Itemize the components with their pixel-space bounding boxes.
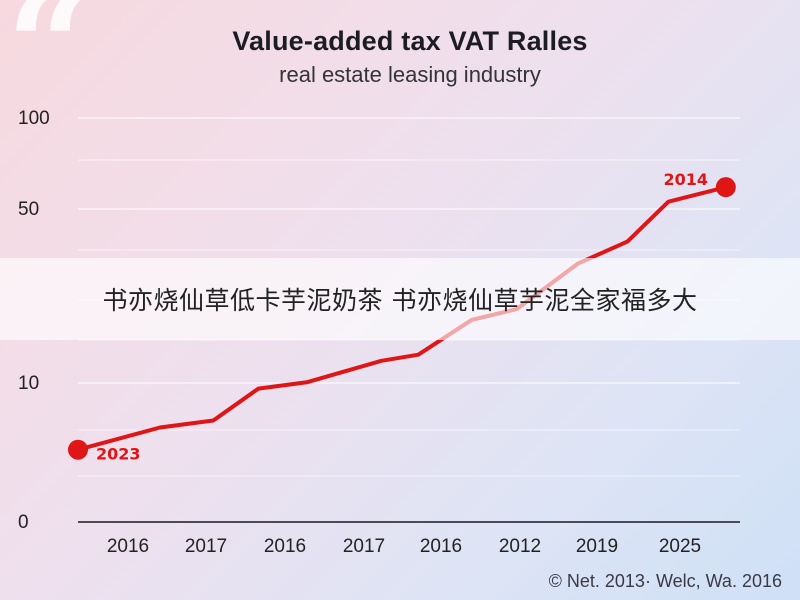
x-axis: 2016 2017 2016 2017 2016 2012 2019 2025	[107, 536, 701, 557]
x-tick-label: 2016	[107, 536, 149, 557]
x-tick-label: 2017	[343, 536, 385, 557]
data-label: 2014	[664, 170, 709, 189]
y-axis: 0 10 50 100	[18, 108, 50, 533]
series-line	[76, 185, 728, 452]
data-labels: 2023 2014	[96, 170, 708, 464]
data-point	[68, 439, 88, 460]
y-tick-label: 0	[18, 512, 29, 533]
chart-title: Value-added tax VAT Ralles	[232, 26, 588, 56]
x-tick-label: 2016	[420, 536, 462, 557]
x-tick-label: 2019	[576, 536, 618, 557]
banner-text: 书亦烧仙草低卡芋泥奶茶 书亦烧仙草芋泥全家福多大	[102, 286, 698, 315]
y-tick-label: 50	[18, 199, 39, 220]
x-tick-label: 2012	[499, 536, 541, 557]
x-tick-label: 2016	[264, 536, 306, 557]
overlay-banner: 书亦烧仙草低卡芋泥奶茶 书亦烧仙草芋泥全家福多大	[0, 258, 800, 340]
footer-credit: © Net. 2013· Welc, Wa. 2016	[548, 571, 782, 591]
series	[68, 177, 736, 460]
x-tick-label: 2017	[185, 536, 227, 557]
chart-subtitle: real estate leasing industry	[279, 62, 541, 87]
x-tick-label: 2025	[659, 536, 701, 557]
quote-icon: “	[6, 0, 93, 135]
data-point	[715, 177, 736, 198]
data-label: 2023	[96, 445, 141, 464]
y-tick-label: 10	[18, 373, 39, 394]
y-tick-label: 100	[18, 108, 50, 129]
